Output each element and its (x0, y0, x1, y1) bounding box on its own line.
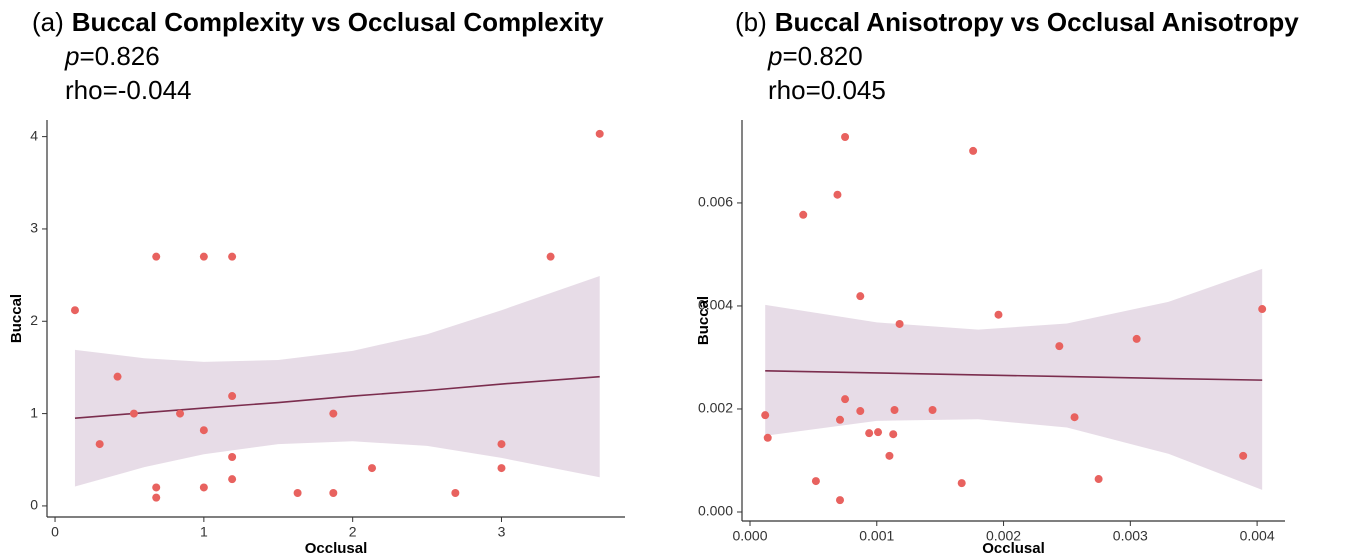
confidence-band (74, 276, 600, 487)
data-point (152, 483, 161, 492)
data-point (368, 464, 377, 473)
data-point (994, 310, 1003, 319)
data-point (1094, 475, 1103, 484)
data-point (885, 451, 894, 460)
data-point (763, 433, 772, 442)
data-point (113, 372, 122, 381)
confidence-band (765, 268, 1263, 490)
x-tick-label: 3 (498, 524, 506, 540)
data-point (890, 405, 899, 414)
data-point (1055, 342, 1064, 351)
data-point (546, 252, 555, 261)
p-symbol: p (64, 41, 79, 71)
y-tick-label: 4 (30, 127, 38, 143)
data-point (895, 319, 904, 328)
title: Buccal Anisotropy vs Occlusal Anisotropy (775, 7, 1300, 37)
data-point (969, 146, 978, 155)
data-point (761, 411, 770, 420)
data-point (889, 430, 898, 439)
data-point (811, 477, 820, 486)
x-tick-label: 1 (200, 524, 208, 540)
data-point (199, 426, 208, 435)
data-point (329, 409, 338, 418)
data-point (841, 395, 850, 404)
fit-line (74, 375, 600, 420)
data-point (833, 190, 842, 199)
panel-label: (b) (735, 7, 767, 37)
data-point (595, 129, 604, 138)
rho-value: rho=-0.044 (65, 75, 191, 105)
x-tick-label: 2 (349, 524, 357, 540)
data-point (856, 292, 865, 301)
data-point (228, 252, 237, 261)
data-point (874, 428, 883, 437)
data-point (199, 483, 208, 492)
y-tick-label: 0.000 (698, 503, 733, 519)
data-point (228, 452, 237, 461)
x-axis-label: Occlusal (305, 540, 368, 557)
x-tick-label: 0.003 (1113, 528, 1148, 544)
panel-label: (a) (32, 7, 64, 37)
data-point (841, 132, 850, 141)
x-axis-label: Occlusal (982, 540, 1045, 557)
y-tick-label: 0 (30, 497, 38, 513)
data-point (1070, 413, 1079, 422)
data-point (129, 409, 138, 418)
data-point (836, 415, 845, 424)
data-point (1239, 451, 1248, 460)
x-tick-label: 0.000 (732, 528, 767, 544)
y-tick-label: 0.002 (698, 400, 733, 416)
x-tick-label: 0 (51, 524, 59, 540)
data-point (152, 493, 161, 502)
p-value: p=0.826 (64, 41, 160, 71)
data-point (199, 252, 208, 261)
y-axis-label: Buccal (695, 296, 712, 345)
y-tick-label: 3 (30, 220, 38, 236)
data-point (152, 252, 161, 261)
data-point (799, 210, 808, 219)
data-point (451, 488, 460, 497)
p-value: p=0.820 (767, 41, 863, 71)
data-point (70, 306, 79, 315)
x-tick-label: 0.001 (859, 528, 894, 544)
title: Buccal Complexity vs Occlusal Complexity (72, 7, 604, 37)
fit-line (765, 370, 1263, 381)
data-point (329, 488, 338, 497)
data-point (865, 429, 874, 438)
y-tick-label: 2 (30, 312, 38, 328)
rho-value: rho=0.045 (768, 75, 886, 105)
p-symbol: p (767, 41, 782, 71)
data-point (928, 405, 937, 414)
p-text: =0.820 (782, 41, 862, 71)
x-tick-label: 0.004 (1240, 528, 1275, 544)
data-point (293, 488, 302, 497)
data-point (957, 479, 966, 488)
y-axis-label: Buccal (8, 294, 25, 343)
data-point (497, 464, 506, 473)
data-point (856, 407, 865, 416)
data-point (95, 440, 104, 449)
y-tick-label: 1 (30, 404, 38, 420)
data-point (228, 392, 237, 401)
data-point (228, 475, 237, 484)
panel-title: (a) Buccal Complexity vs Occlusal Complex… (32, 7, 604, 37)
panel-title: (b) Buccal Anisotropy vs Occlusal Anisotr… (735, 7, 1299, 37)
p-text: =0.826 (79, 41, 159, 71)
data-point (1258, 305, 1267, 314)
y-tick-label: 0.006 (698, 194, 733, 210)
data-point (1132, 334, 1141, 343)
data-point (176, 409, 185, 418)
data-point (497, 440, 506, 449)
x-tick-label: 0.002 (986, 528, 1021, 544)
y-tick-label: 0.004 (698, 297, 733, 313)
data-point (836, 496, 845, 505)
